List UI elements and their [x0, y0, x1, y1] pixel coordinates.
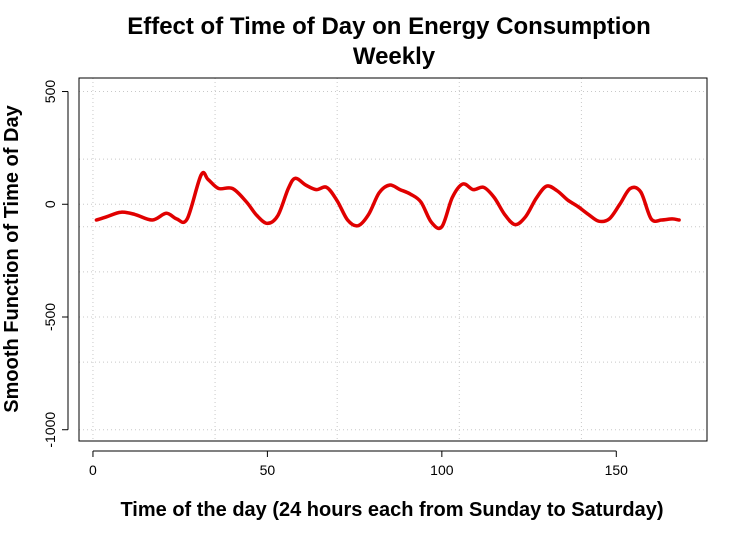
y-tick-label: 0 — [42, 200, 58, 208]
grid — [79, 78, 707, 441]
x-axis-title: Time of the day (24 hours each from Sund… — [120, 499, 663, 521]
y-axis-title: Smooth Function of Time of Day — [1, 104, 23, 412]
y-tick-label: -1000 — [42, 412, 58, 448]
series-line — [94, 170, 681, 231]
plot-frame — [78, 77, 708, 442]
x-tick-label: 100 — [430, 462, 454, 478]
y-tick-label: -500 — [42, 303, 58, 331]
x-tick-label: 50 — [260, 462, 276, 478]
y-tick-label: 500 — [42, 80, 58, 104]
chart-title: Effect of Time of Day on Energy Consumpt… — [127, 13, 651, 40]
x-tick-label: 150 — [605, 462, 629, 478]
x-tick-label: 0 — [89, 462, 97, 478]
x-axis: 0 50 100 150 — [89, 450, 629, 478]
chart-subtitle: Weekly — [353, 43, 436, 70]
y-axis: -1000 -500 0 500 — [42, 80, 69, 448]
series-group — [94, 170, 681, 231]
